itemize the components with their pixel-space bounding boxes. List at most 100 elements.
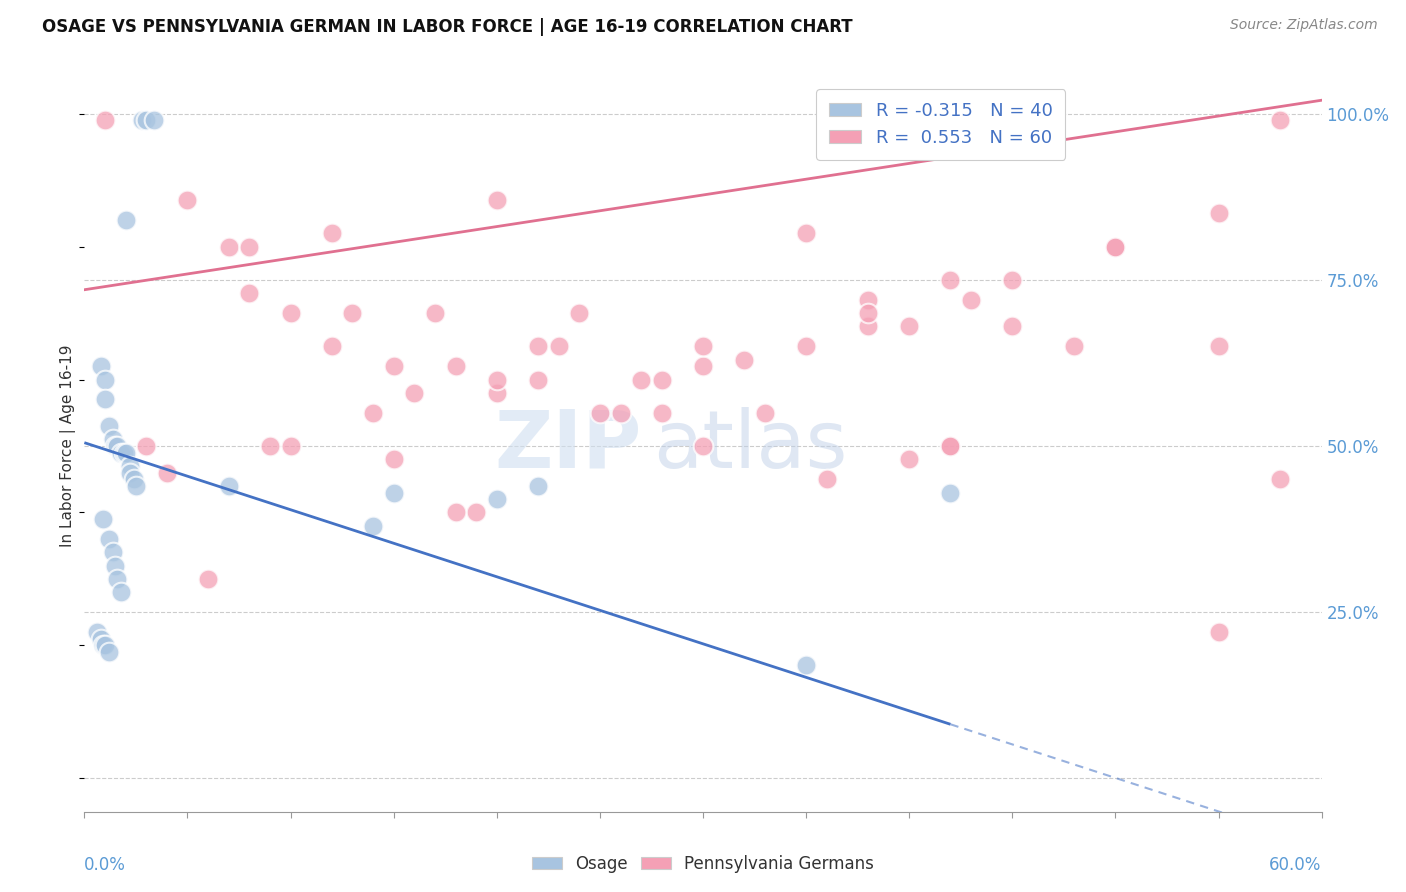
Point xyxy=(1208,339,1230,353)
Point xyxy=(568,306,591,320)
Point xyxy=(692,439,714,453)
Point xyxy=(898,319,921,334)
Point xyxy=(361,518,384,533)
Point xyxy=(794,339,817,353)
Text: ZIP: ZIP xyxy=(494,407,641,485)
Point xyxy=(815,472,838,486)
Point xyxy=(527,479,550,493)
Point xyxy=(1001,273,1024,287)
Legend: R = -0.315   N = 40, R =  0.553   N = 60: R = -0.315 N = 40, R = 0.553 N = 60 xyxy=(815,89,1066,160)
Point xyxy=(1104,239,1126,253)
Point xyxy=(733,352,755,367)
Point xyxy=(103,545,125,559)
Point xyxy=(105,439,128,453)
Point xyxy=(238,286,260,301)
Point xyxy=(939,485,962,500)
Point xyxy=(485,372,508,386)
Point xyxy=(794,226,817,240)
Text: 0.0%: 0.0% xyxy=(84,855,127,873)
Point xyxy=(91,639,114,653)
Point xyxy=(156,466,179,480)
Point xyxy=(939,273,962,287)
Point xyxy=(1208,625,1230,640)
Point xyxy=(651,406,673,420)
Point xyxy=(485,193,508,207)
Point xyxy=(218,479,240,493)
Point xyxy=(609,406,631,420)
Point xyxy=(754,406,776,420)
Point xyxy=(444,359,467,374)
Point xyxy=(527,372,550,386)
Point xyxy=(589,406,612,420)
Point xyxy=(960,293,983,307)
Point xyxy=(104,558,127,573)
Point xyxy=(135,439,157,453)
Point xyxy=(1063,339,1085,353)
Point xyxy=(238,239,260,253)
Point xyxy=(856,319,879,334)
Point xyxy=(342,306,364,320)
Point xyxy=(94,372,117,386)
Point xyxy=(94,392,117,407)
Point xyxy=(110,445,132,459)
Point xyxy=(547,339,569,353)
Point xyxy=(280,439,302,453)
Point xyxy=(382,359,405,374)
Point xyxy=(176,193,198,207)
Point xyxy=(98,419,121,434)
Text: 60.0%: 60.0% xyxy=(1270,855,1322,873)
Text: Source: ZipAtlas.com: Source: ZipAtlas.com xyxy=(1230,18,1378,32)
Point xyxy=(280,306,302,320)
Point xyxy=(105,572,128,586)
Text: atlas: atlas xyxy=(654,407,848,485)
Point xyxy=(939,439,962,453)
Point xyxy=(91,512,114,526)
Point xyxy=(143,113,166,128)
Point xyxy=(125,479,148,493)
Point xyxy=(94,639,117,653)
Point xyxy=(118,458,141,473)
Point xyxy=(94,113,117,128)
Point xyxy=(90,359,112,374)
Point xyxy=(321,226,343,240)
Point xyxy=(382,485,405,500)
Point xyxy=(259,439,281,453)
Point xyxy=(361,406,384,420)
Point xyxy=(98,645,121,659)
Point xyxy=(404,385,426,400)
Point xyxy=(1208,206,1230,220)
Point xyxy=(1001,319,1024,334)
Point xyxy=(90,632,112,646)
Point xyxy=(485,492,508,507)
Point xyxy=(939,439,962,453)
Point xyxy=(218,239,240,253)
Point xyxy=(122,472,145,486)
Point xyxy=(856,306,879,320)
Point xyxy=(114,213,136,227)
Point xyxy=(692,339,714,353)
Point xyxy=(104,439,127,453)
Point xyxy=(423,306,446,320)
Point xyxy=(692,359,714,374)
Point xyxy=(114,445,136,459)
Point xyxy=(86,625,108,640)
Point xyxy=(135,113,157,128)
Text: OSAGE VS PENNSYLVANIA GERMAN IN LABOR FORCE | AGE 16-19 CORRELATION CHART: OSAGE VS PENNSYLVANIA GERMAN IN LABOR FO… xyxy=(42,18,853,36)
Point xyxy=(1270,113,1292,128)
Point xyxy=(630,372,652,386)
Point xyxy=(197,572,219,586)
Point xyxy=(98,532,121,546)
Point xyxy=(118,466,141,480)
Point xyxy=(794,658,817,673)
Point xyxy=(321,339,343,353)
Point xyxy=(651,372,673,386)
Legend: Osage, Pennsylvania Germans: Osage, Pennsylvania Germans xyxy=(524,848,882,880)
Point xyxy=(898,452,921,467)
Point xyxy=(131,113,153,128)
Y-axis label: In Labor Force | Age 16-19: In Labor Force | Age 16-19 xyxy=(60,344,76,548)
Point xyxy=(485,385,508,400)
Point xyxy=(382,452,405,467)
Point xyxy=(110,585,132,599)
Point xyxy=(103,433,125,447)
Point xyxy=(856,293,879,307)
